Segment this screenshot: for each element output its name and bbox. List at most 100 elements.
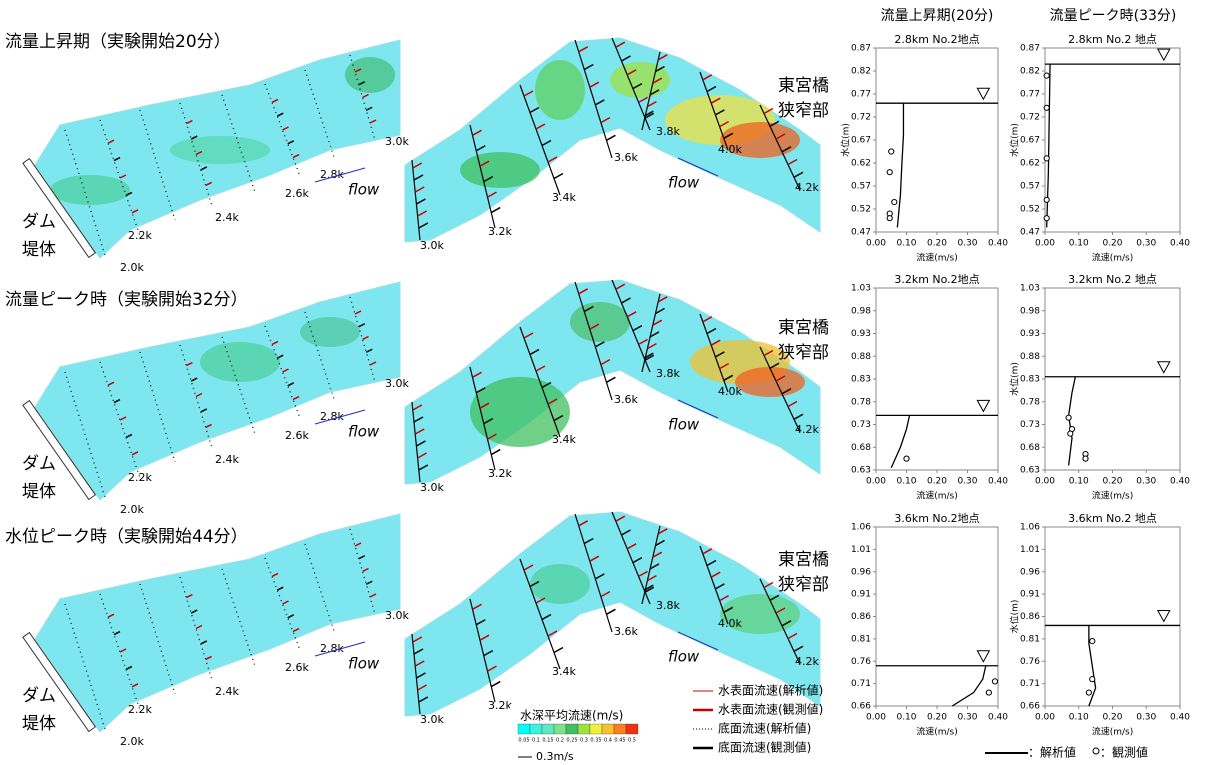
flow-label: flow: [348, 655, 380, 673]
observed-point: [1044, 73, 1049, 78]
observed-point: [892, 200, 897, 205]
km-label: 3.0k: [420, 481, 444, 494]
observed-point: [887, 170, 892, 175]
y-tick-label: 0.73: [851, 420, 871, 430]
x-tick-label: 0.10: [1069, 239, 1089, 249]
legend-label: ：観測値: [1100, 745, 1148, 760]
y-tick-label: 0.71: [1020, 679, 1040, 689]
dam-label: 堤体: [22, 240, 56, 260]
dam-label: 堤体: [22, 714, 56, 734]
y-tick-label: 0.87: [851, 44, 871, 54]
y-tick-label: 0.47: [851, 228, 871, 238]
y-tick-label: 0.78: [1020, 397, 1040, 407]
km-label: 4.0k: [718, 385, 742, 398]
km-label: 2.6k: [285, 187, 309, 200]
km-label: 3.6k: [614, 151, 638, 164]
legend-point-sample: [1093, 748, 1099, 754]
y-tick-label: 1.01: [851, 545, 871, 555]
x-tick-label: 0.30: [957, 713, 977, 723]
x-tick-label: 0.20: [927, 713, 947, 723]
plot-frame: [1045, 527, 1180, 706]
legend-label: ：解析値: [1028, 745, 1076, 760]
observed-point: [992, 679, 997, 684]
dam-label: ダム: [22, 212, 56, 232]
y-tick-label: 0.71: [851, 679, 871, 689]
y-tick-label: 0.83: [851, 375, 871, 385]
velocity-zone: [345, 57, 395, 93]
km-label: 4.2k: [795, 423, 819, 436]
legend-label: 水表面流速(観測値): [718, 702, 823, 717]
x-tick-label: 0.40: [988, 239, 1008, 249]
observed-point: [1090, 639, 1095, 644]
x-tick-label: 0.10: [896, 477, 916, 487]
scale-label: 0.3m/s: [536, 750, 574, 763]
colorbar-cell: [614, 724, 626, 734]
y-tick-label: 0.67: [851, 136, 871, 146]
observed-point: [889, 149, 894, 154]
velocity-zone: [735, 367, 805, 397]
y-tick-label: 0.91: [1020, 590, 1040, 600]
chart-title: 2.8km No.2 地点: [1068, 33, 1157, 46]
observed-point: [1044, 197, 1049, 202]
km-label: 2.2k: [128, 471, 152, 484]
y-tick-label: 0.82: [851, 67, 871, 77]
x-axis-label: 流速(m/s): [1092, 490, 1134, 502]
velocity-zone: [610, 62, 670, 98]
figure: 流量上昇期（実験開始20分）ダム堤体2.0k2.2k2.4k2.6k2.8k3.…: [0, 0, 1206, 765]
y-tick-label: 0.77: [1020, 90, 1040, 100]
velocity-zone: [50, 175, 130, 205]
flow-label: flow: [668, 174, 700, 192]
column-header: 流量ピーク時(33分): [1050, 8, 1177, 24]
colorbar-cell: [602, 724, 614, 734]
legend-label: 底面流速(解析値): [718, 721, 811, 736]
observed-point: [1044, 156, 1049, 161]
colorbar-tick: 0.1: [532, 738, 540, 744]
y-tick-label: 0.78: [851, 397, 871, 407]
dam-label: ダム: [22, 454, 56, 474]
x-tick-label: 0.20: [1102, 713, 1122, 723]
plot-frame: [1045, 48, 1180, 232]
x-tick-label: 0.20: [927, 239, 947, 249]
y-tick-label: 0.96: [851, 567, 871, 577]
observed-point: [1044, 216, 1049, 221]
observed-point: [1090, 677, 1095, 682]
narrows-label: 狭窄部: [778, 575, 829, 595]
legend-label: 底面流速(観測値): [718, 740, 811, 755]
plot-frame: [876, 288, 998, 470]
km-label: 3.4k: [552, 191, 576, 204]
y-axis-label: 水位(m): [840, 123, 852, 157]
colorbar-cell: [590, 724, 602, 734]
x-tick-label: 0.30: [1136, 713, 1156, 723]
y-axis-label: 水位(m): [1009, 362, 1021, 396]
observed-point: [904, 456, 909, 461]
legend-title: 水深平均流速(m/s): [520, 709, 623, 723]
map-title: 水位ピーク時（実験開始44分）: [5, 527, 248, 547]
y-tick-label: 0.93: [851, 329, 871, 339]
y-tick-label: 0.66: [851, 702, 871, 712]
x-axis-label: 流速(m/s): [1092, 252, 1134, 264]
y-tick-label: 0.62: [1020, 159, 1040, 169]
km-label: 3.2k: [488, 699, 512, 712]
x-axis-label: 流速(m/s): [916, 252, 958, 264]
colorbar-tick: 0.05: [518, 738, 529, 744]
km-label: 3.8k: [656, 125, 680, 138]
column-header: 流量上昇期(20分): [881, 8, 994, 24]
velocity-zone: [300, 317, 360, 347]
km-label: 4.2k: [795, 655, 819, 668]
y-tick-label: 1.06: [1020, 523, 1040, 533]
x-tick-label: 0.00: [1035, 713, 1055, 723]
plot-frame: [876, 527, 998, 706]
colorbar-cell: [626, 724, 638, 734]
y-tick-label: 0.82: [1020, 67, 1040, 77]
y-tick-label: 0.83: [1020, 375, 1040, 385]
x-tick-label: 0.40: [1170, 239, 1190, 249]
km-label: 2.4k: [215, 453, 239, 466]
x-tick-label: 0.30: [957, 477, 977, 487]
km-label: 3.8k: [656, 599, 680, 612]
colorbar-cell: [566, 724, 578, 734]
observed-point: [1086, 690, 1091, 695]
y-tick-label: 0.72: [1020, 113, 1040, 123]
y-tick-label: 0.63: [1020, 466, 1040, 476]
y-tick-label: 0.98: [851, 306, 871, 316]
x-tick-label: 0.30: [1136, 477, 1156, 487]
